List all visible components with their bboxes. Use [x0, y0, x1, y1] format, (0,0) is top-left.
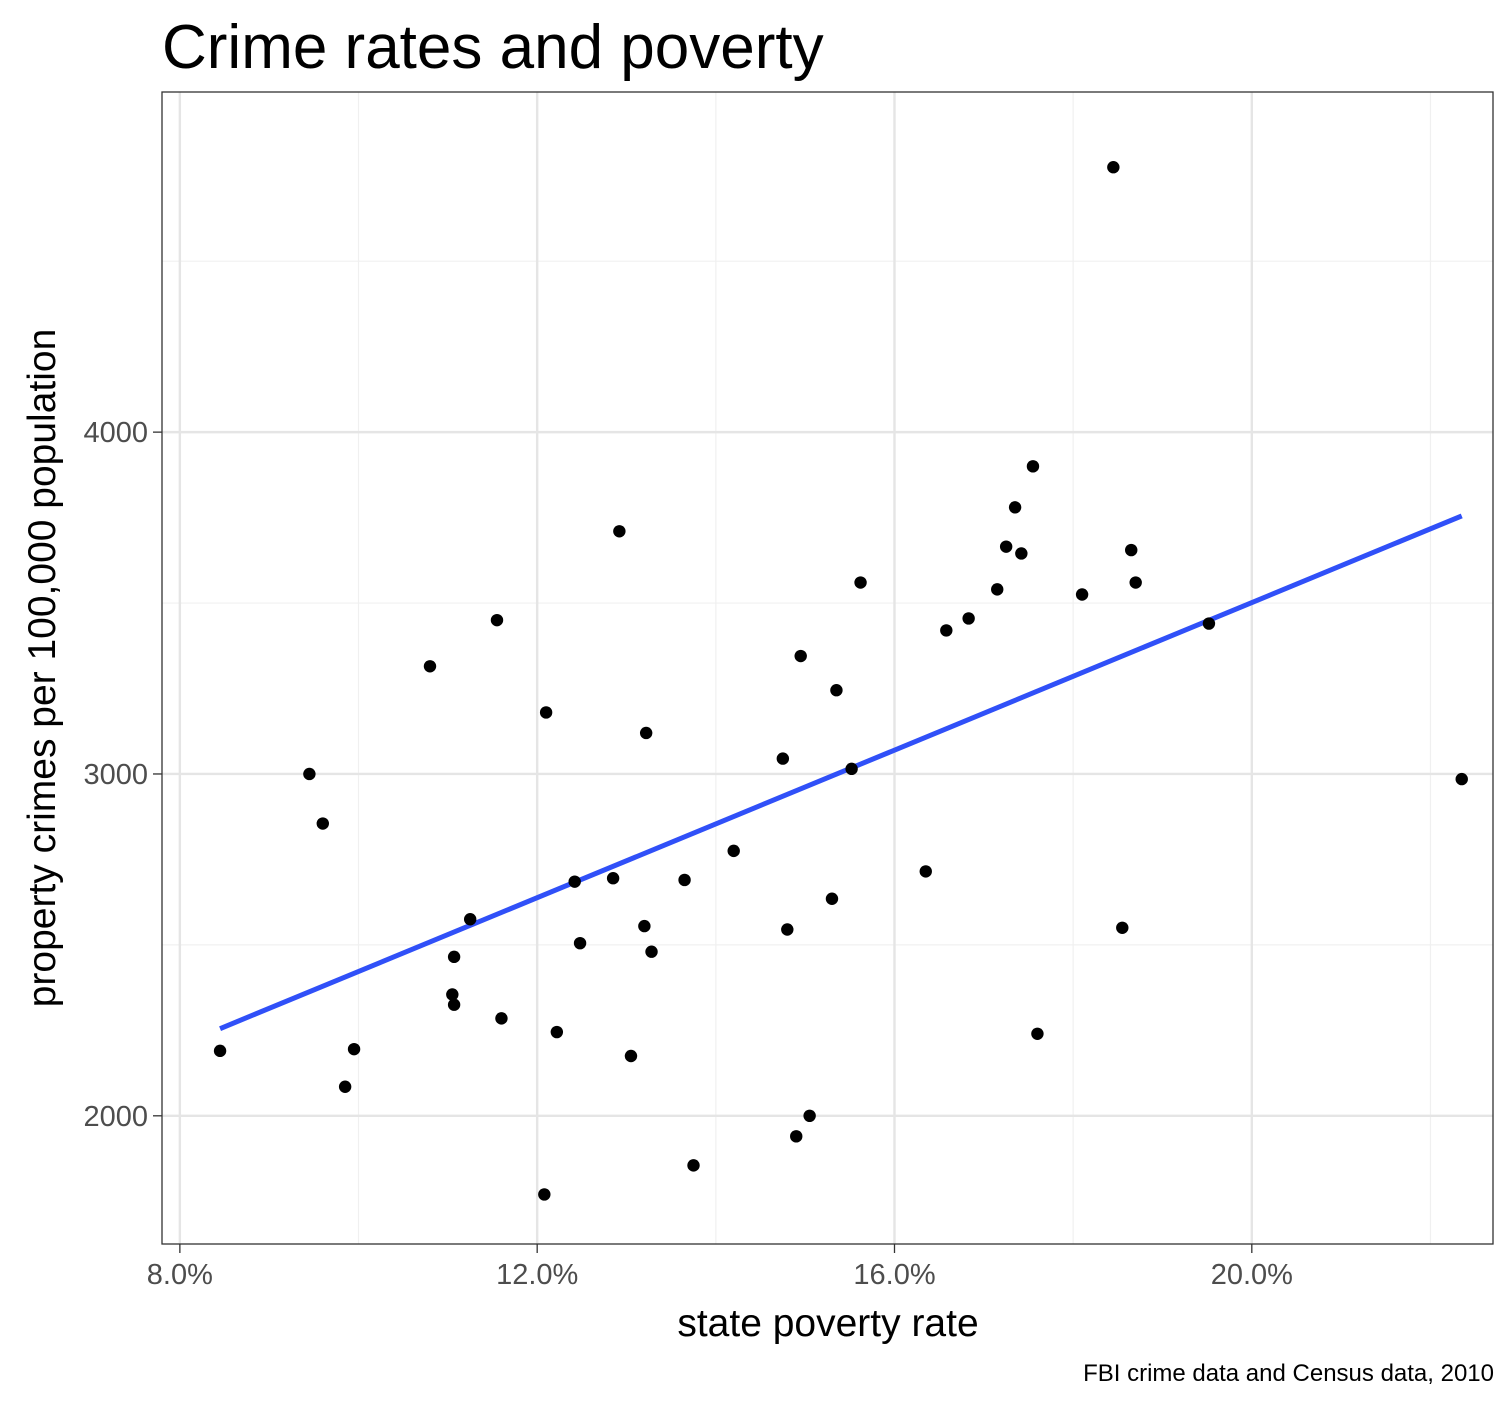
data-point: [1031, 1027, 1044, 1040]
data-point: [781, 923, 794, 936]
data-point: [495, 1012, 508, 1025]
data-point: [845, 762, 858, 776]
data-point: [639, 726, 653, 740]
y-tick-label: 2000: [83, 1101, 148, 1133]
data-point: [606, 872, 620, 885]
x-tick-label: 20.0%: [1211, 1259, 1293, 1291]
fit-line-layer: [219, 513, 1463, 1031]
data-point: [854, 576, 867, 589]
minor-gridlines: [162, 92, 1493, 1244]
data-point: [347, 1042, 361, 1056]
y-axis-ticks: 2000 3000 4000: [83, 417, 162, 1133]
data-point: [613, 525, 626, 538]
data-point: [1129, 576, 1142, 589]
data-point: [830, 684, 843, 697]
data-point: [991, 583, 1004, 596]
major-gridlines: [162, 92, 1493, 1244]
data-point: [568, 875, 581, 888]
data-point: [573, 936, 587, 950]
data-point: [624, 1049, 638, 1063]
data-point: [678, 873, 691, 887]
data-point: [539, 706, 553, 719]
data-point: [1075, 588, 1089, 601]
chart-title: Crime rates and poverty: [162, 13, 824, 82]
data-point: [423, 660, 437, 673]
y-tick-label: 3000: [83, 759, 148, 791]
data-point: [213, 1044, 227, 1058]
y-tick-label: 4000: [83, 417, 148, 449]
data-point: [962, 612, 975, 625]
data-point: [338, 1080, 352, 1093]
x-tick-label: 12.0%: [496, 1259, 578, 1291]
data-point: [550, 1025, 564, 1039]
data-point: [490, 613, 504, 627]
points-layer: [213, 161, 1468, 1201]
x-tick-label: 16.0%: [853, 1259, 935, 1291]
data-point: [1202, 617, 1216, 630]
data-point: [446, 988, 459, 1001]
data-point: [538, 1188, 551, 1201]
data-point: [316, 817, 329, 830]
data-point: [303, 767, 316, 781]
fit-line: [219, 513, 1463, 1031]
chart-caption: FBI crime data and Census data, 2010: [1083, 1360, 1494, 1387]
data-point: [645, 945, 658, 958]
data-point: [447, 950, 461, 964]
data-point: [790, 1130, 803, 1143]
data-point: [1107, 161, 1120, 174]
x-axis-title: state poverty rate: [677, 1302, 978, 1345]
data-point: [638, 919, 651, 933]
data-point: [940, 624, 953, 637]
data-point: [825, 892, 839, 905]
data-point: [776, 752, 790, 765]
data-point: [1026, 460, 1040, 473]
x-tick-label: 8.0%: [147, 1259, 213, 1291]
data-point: [687, 1159, 700, 1172]
data-point: [794, 649, 807, 663]
data-point: [727, 844, 740, 858]
data-point: [1116, 921, 1129, 934]
data-point: [1008, 501, 1022, 514]
x-axis-ticks: 8.0% 12.0% 16.0% 20.0%: [147, 1244, 1293, 1291]
y-axis-title: property crimes per 100,000 population: [21, 329, 64, 1008]
data-point: [1125, 543, 1138, 557]
data-point: [1015, 547, 1028, 560]
data-point: [463, 913, 477, 926]
data-point: [1455, 772, 1468, 786]
panel-border: [161, 91, 1494, 1245]
data-point: [803, 1109, 816, 1123]
data-point: [919, 865, 932, 878]
data-point: [447, 998, 461, 1011]
data-point: [999, 540, 1013, 553]
